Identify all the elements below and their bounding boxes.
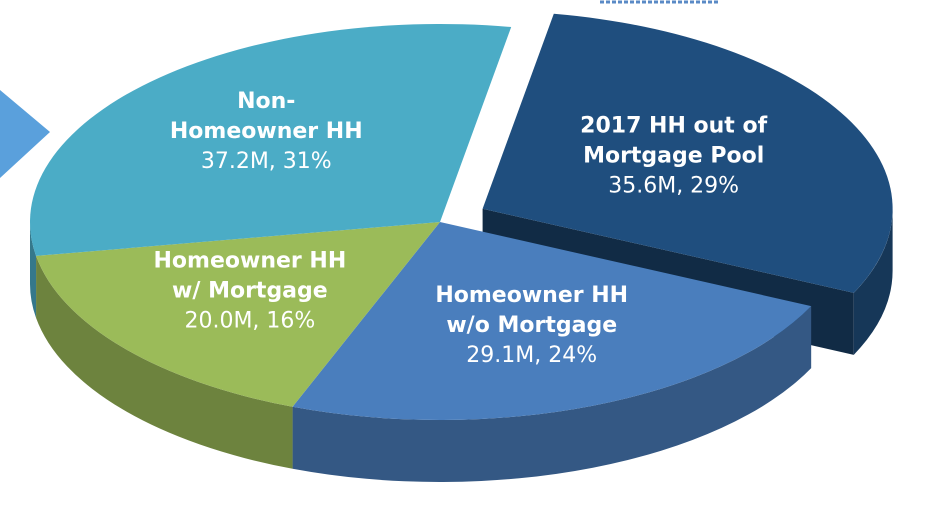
value-label: 37.2M, 31% (201, 149, 332, 174)
slice-label: Homeowner HH w/ Mortgage (154, 248, 347, 303)
decor-arrow (0, 90, 50, 178)
slice-label: 2017 HH out of Mortgage Pool (580, 113, 767, 168)
value-label: 20.0M, 16% (184, 308, 315, 333)
label-layer: 2017 HH out of Mortgage Pool 35.6M, 29% Hom… (154, 89, 768, 368)
slice-side (30, 222, 37, 318)
slice-label: Homeowner HH w/o Mortgage (435, 283, 628, 338)
value-label: 35.6M, 29% (608, 173, 739, 198)
value-label: 29.1M, 24% (466, 343, 597, 368)
slice-side (36, 255, 293, 469)
slice-side (292, 306, 812, 482)
slice-side (853, 208, 893, 355)
slice (292, 222, 812, 420)
slice-label: Non-Homeowner HH (170, 89, 363, 144)
slice (30, 23, 512, 256)
slice (482, 13, 893, 293)
top-layer (30, 13, 893, 420)
slice (36, 222, 440, 407)
